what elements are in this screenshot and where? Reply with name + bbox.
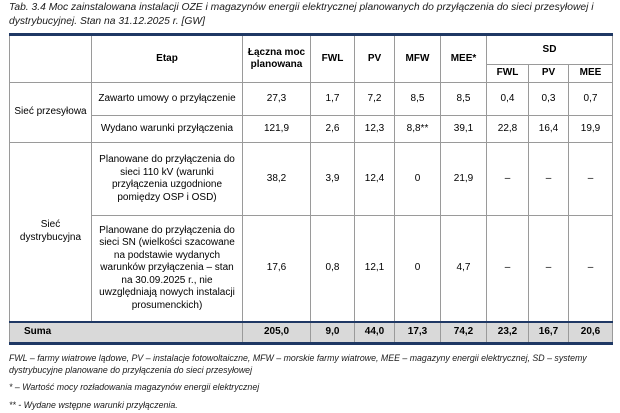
col-header-etap: Etap (91, 34, 243, 84)
value-cell: 0,3 (528, 82, 569, 117)
value-cell: 19,9 (568, 115, 613, 144)
summary-value-cell: 205,0 (242, 320, 311, 345)
etap-cell: Wydano warunki przyłączenia (91, 115, 243, 144)
corner-cell (9, 34, 92, 84)
value-cell: 27,3 (242, 82, 311, 117)
value-cell: 12,4 (354, 142, 395, 217)
summary-value-cell: 9,0 (310, 320, 355, 345)
value-cell: – (486, 142, 529, 217)
table-row: Sieć dystrybucyjna Planowane do przyłącz… (9, 142, 613, 323)
header-row-top: Etap Łączna moc planowana FWL PV MFW MEE… (9, 34, 613, 84)
col-header-laczna-moc: Łączna moc planowana (242, 34, 311, 84)
col-header-mee: MEE* (440, 34, 487, 84)
footnote-abbreviations: FWL – farmy wiatrowe lądowe, PV – instal… (9, 353, 587, 375)
value-cell: 22,8 (486, 115, 529, 144)
table-row: Wydano warunki przyłączenia 121,9 2,6 12… (10, 115, 613, 144)
col-header-sd-group: SD (486, 34, 613, 66)
value-cell: 17,6 (242, 215, 311, 323)
value-cell: 8,5 (394, 82, 441, 117)
summary-label: Suma (9, 320, 243, 345)
value-cell: 8,5 (440, 82, 487, 117)
group-label-siec-dystrybucyjna: Sieć dystrybucyjna (9, 142, 92, 323)
value-cell: 21,9 (440, 142, 487, 217)
summary-row: Suma 205,0 9,0 44,0 17,3 74,2 23,2 16,7 … (9, 320, 613, 345)
summary-value-cell: 23,2 (486, 320, 529, 345)
summary-value-cell: 74,2 (440, 320, 487, 345)
summary-value-cell: 44,0 (354, 320, 395, 345)
value-cell: 2,6 (310, 115, 355, 144)
value-cell: 7,2 (354, 82, 395, 117)
value-cell: 121,9 (242, 115, 311, 144)
col-header-mfw: MFW (394, 34, 441, 84)
table-header: Etap Łączna moc planowana FWL PV MFW MEE… (9, 34, 613, 84)
table-body: Sieć przesyłowa Zawarto umowy o przyłącz… (9, 82, 613, 345)
col-header-fwl: FWL (310, 34, 355, 84)
value-cell: 0 (394, 215, 441, 323)
value-cell: 1,7 (310, 82, 355, 117)
footnote-double-asterisk: ** - Wydane wstępne warunki przyłączenia… (9, 399, 178, 410)
value-cell: 16,4 (528, 115, 569, 144)
value-cell: 38,2 (242, 142, 311, 217)
value-cell: 12,1 (354, 215, 395, 323)
value-cell: 4,7 (440, 215, 487, 323)
etap-cell: Planowane do przyłączenia do sieci SN (w… (91, 215, 243, 323)
etap-cell: Planowane do przyłączenia do sieci 110 k… (91, 142, 243, 217)
value-cell: – (486, 215, 529, 323)
col-header-sd-pv: PV (528, 64, 569, 84)
col-header-pv: PV (354, 34, 395, 84)
footnote-asterisk: * – Wartość mocy rozładowania magazynów … (9, 382, 260, 393)
col-header-sd-fwl: FWL (486, 64, 529, 84)
value-cell: 8,8** (394, 115, 441, 144)
value-cell: – (528, 215, 569, 323)
summary-value-cell: 16,7 (528, 320, 569, 345)
value-cell: – (568, 215, 613, 323)
value-cell: – (528, 142, 569, 217)
value-cell: 0,7 (568, 82, 613, 117)
table-row: Planowane do przyłączenia do sieci SN (w… (10, 215, 613, 323)
group-label-siec-przesylowa: Sieć przesyłowa (9, 82, 92, 144)
table-row: Sieć przesyłowa Zawarto umowy o przyłącz… (9, 82, 613, 144)
footnotes: FWL – farmy wiatrowe lądowe, PV – instal… (9, 353, 612, 411)
value-cell: 0,4 (486, 82, 529, 117)
power-capacity-table: Etap Łączna moc planowana FWL PV MFW MEE… (9, 33, 613, 346)
value-cell: 0,8 (310, 215, 355, 323)
value-cell: – (568, 142, 613, 217)
table-caption: Tab. 3.4 Moc zainstalowana instalacji OZ… (9, 2, 594, 27)
summary-value-cell: 17,3 (394, 320, 441, 345)
value-cell: 12,3 (354, 115, 395, 144)
value-cell: 0 (394, 142, 441, 217)
value-cell: 39,1 (440, 115, 487, 144)
etap-cell: Zawarto umowy o przyłączenie (91, 82, 243, 117)
value-cell: 3,9 (310, 142, 355, 217)
summary-value-cell: 20,6 (568, 320, 613, 345)
col-header-sd-mee: MEE (568, 64, 613, 84)
header-row-sub: FWL PV MEE (10, 64, 613, 84)
